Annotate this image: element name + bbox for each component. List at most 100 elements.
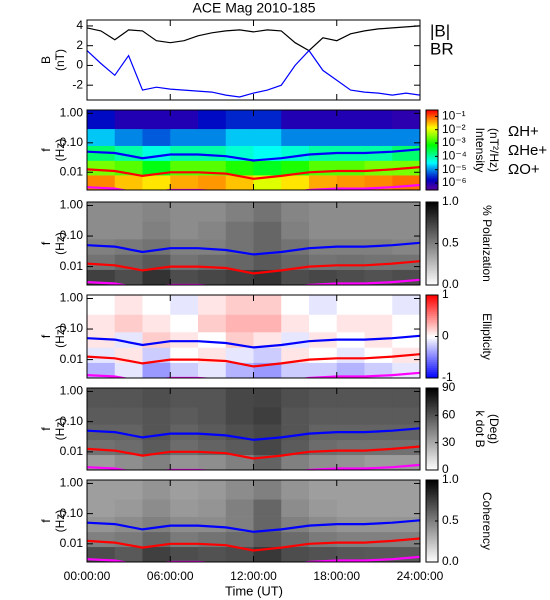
- colorbar-step: [426, 270, 438, 273]
- spectrogram-cell: [364, 269, 393, 285]
- y-tick-label: 1.00: [60, 384, 84, 398]
- colorbar-step: [426, 457, 438, 461]
- y-tick-label: 0.01: [60, 259, 84, 273]
- spectrogram-cell: [336, 499, 365, 517]
- colorbar-step: [426, 206, 438, 209]
- colorbar-step: [426, 443, 438, 446]
- legend-label: ΩO+: [508, 161, 540, 178]
- spectrogram-cell: [87, 531, 116, 548]
- spectrogram-cell: [170, 175, 199, 190]
- spectrogram-cell: [253, 110, 282, 130]
- spectrogram-cell: [336, 531, 365, 548]
- colorbar-step: [426, 414, 438, 418]
- spectrogram-cell: [225, 531, 254, 548]
- spectrogram-cell: [281, 175, 310, 190]
- colorbar-step: [426, 226, 438, 230]
- spectrogram-cell: [253, 254, 282, 270]
- colorbar-step: [426, 258, 438, 261]
- spectrogram-cell: [336, 546, 365, 562]
- y-axis-label: (Hz): [53, 232, 67, 255]
- colorbar-step: [426, 502, 438, 505]
- spectrogram-cell: [281, 480, 310, 500]
- spectrogram-cell: [253, 314, 282, 333]
- colorbar-step: [426, 132, 438, 135]
- spectrogram-cell: [364, 388, 393, 408]
- spectrogram-cell: [392, 499, 420, 517]
- colorbar-step: [426, 410, 438, 413]
- colorbar-step: [426, 233, 438, 236]
- spectrogram-cell: [142, 439, 171, 456]
- colorbar-step: [426, 508, 438, 512]
- colorbar-step: [426, 467, 438, 471]
- legend-label: ΩH+: [508, 123, 539, 140]
- colorbar-step: [426, 486, 438, 489]
- spectrogram-cell: [392, 454, 420, 470]
- gyrofrequency-line: [87, 555, 420, 562]
- spectrogram-cell: [225, 110, 254, 130]
- y-tick-label: 0.10: [60, 135, 84, 149]
- colorbar-step: [426, 216, 438, 219]
- legend-label: ΩHe+: [508, 142, 547, 159]
- gyrofrequency-line: [87, 241, 420, 256]
- y-axis-label: B: [39, 56, 53, 64]
- colorbar-step: [426, 422, 438, 426]
- colorbar-step: [426, 557, 438, 561]
- spectrogram-cell: [364, 254, 393, 270]
- spectrogram-cell: [170, 269, 199, 285]
- colorbar-label: % Polarization: [480, 205, 494, 282]
- spectrogram-cell: [114, 546, 143, 562]
- y-axis-label: f: [39, 334, 53, 338]
- colorbar-step: [426, 463, 438, 467]
- colorbar-step: [426, 120, 438, 123]
- colorbar-step: [426, 164, 438, 167]
- colorbar-step: [426, 500, 438, 503]
- colorbar-step: [426, 182, 438, 185]
- colorbar-step: [426, 142, 438, 145]
- spectrogram-cell: [142, 480, 171, 500]
- spectrogram-cell: [392, 332, 420, 348]
- spectrogram-cell: [309, 128, 338, 146]
- spectrogram-cell: [253, 439, 282, 456]
- spectrogram-cell: [198, 480, 227, 500]
- colorbar-step: [426, 128, 438, 131]
- y-tick-label: 0.01: [60, 536, 84, 550]
- spectrogram-cell: [281, 407, 310, 425]
- colorbar-step: [426, 346, 438, 350]
- colorbar-step: [426, 262, 438, 265]
- colorbar-frame: [425, 387, 439, 471]
- colorbar-step: [426, 439, 438, 442]
- spectrogram-cell: [253, 160, 282, 176]
- spectrogram-cell: [336, 254, 365, 270]
- colorbar-label: Coherency: [480, 492, 494, 550]
- colorbar-step: [426, 533, 438, 536]
- colorbar-step: [426, 447, 438, 450]
- spectrogram-cell: [253, 221, 282, 240]
- colorbar-step: [426, 494, 438, 497]
- gyrofrequency-line: [87, 278, 420, 285]
- colorbar-step: [426, 152, 438, 155]
- spectrogram-cell: [114, 388, 143, 408]
- colorbar-step: [426, 297, 438, 300]
- gyrofrequency-line: [87, 260, 420, 275]
- spectrogram-cell: [281, 314, 310, 333]
- colorbar-step: [426, 237, 438, 240]
- spectrogram-cell: [114, 454, 143, 470]
- colorbar-step: [426, 525, 438, 528]
- spectrogram-cell: [170, 407, 199, 425]
- colorbar-step: [426, 311, 438, 315]
- spectrogram-cell: [114, 175, 143, 190]
- colorbar-step: [426, 309, 438, 312]
- spectrogram-cell: [170, 454, 199, 470]
- colorbar-step: [426, 402, 438, 405]
- spectrogram-cell: [225, 388, 254, 408]
- spectrogram-cell: [198, 314, 227, 333]
- spectrogram-cell: [225, 160, 254, 176]
- spectrogram-cell: [336, 407, 365, 425]
- spectrogram-cell: [253, 239, 282, 255]
- colorbar-step: [426, 482, 438, 485]
- colorbar-step: [426, 317, 438, 321]
- spectrogram-cell: [87, 269, 116, 285]
- colorbar-step: [426, 394, 438, 397]
- spectrogram-cell: [198, 128, 227, 146]
- spectrogram-cell: [114, 480, 143, 500]
